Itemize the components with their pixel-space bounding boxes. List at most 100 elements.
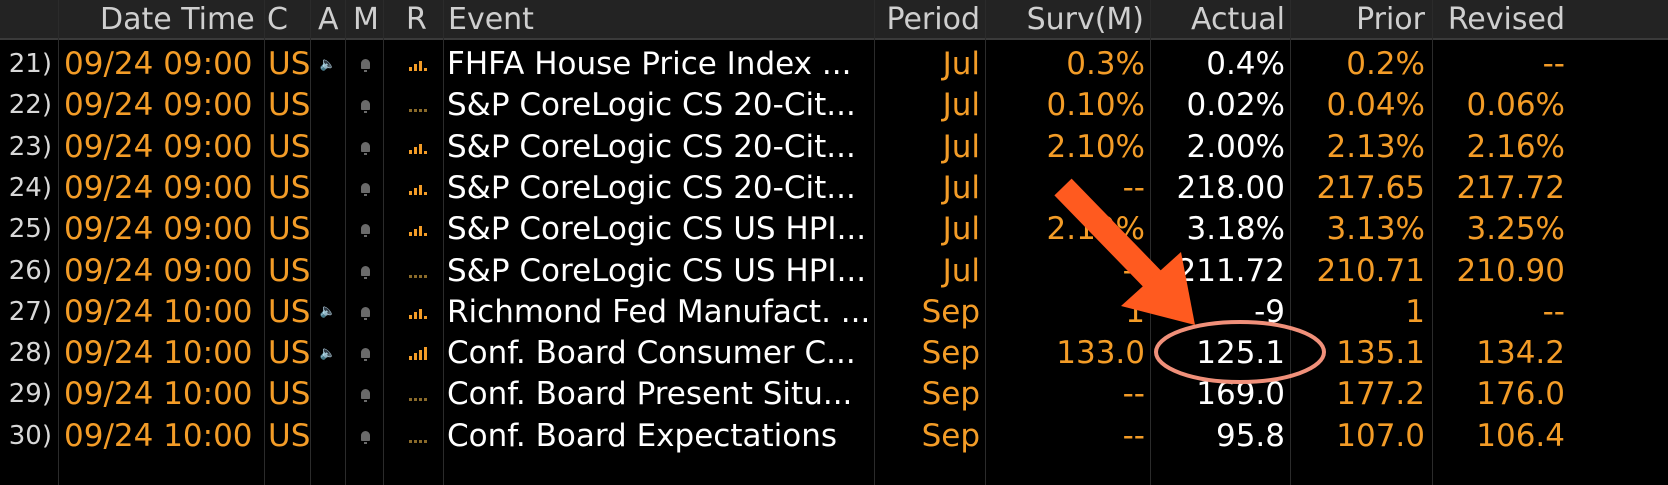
bell-icon[interactable] [351, 125, 379, 169]
header-period[interactable]: Period [886, 2, 980, 37]
row-index: 21) [8, 49, 52, 79]
bell-icon[interactable] [351, 372, 379, 416]
row-index: 29) [8, 379, 52, 410]
country-code: US [268, 87, 310, 124]
header-datetime[interactable]: Date Time [100, 2, 255, 37]
table-row[interactable]: 23) 09/24 09:00 US S&P CoreLogic CS 20-Cit.… [0, 125, 1668, 169]
prior-value: 135.1 [1336, 335, 1425, 372]
actual-value: 2.00% [1186, 128, 1285, 165]
relevance-bars-icon [396, 83, 440, 127]
survey-value: -- [1122, 169, 1145, 206]
event-period: Sep [921, 335, 980, 372]
event-name[interactable]: S&P CoreLogic CS 20-Cit... [447, 169, 856, 206]
country-code: US [268, 46, 310, 82]
bell-icon[interactable] [351, 290, 379, 334]
row-index: 26) [8, 255, 52, 286]
event-datetime: 09/24 09:00 [64, 87, 253, 124]
actual-value: 95.8 [1215, 417, 1285, 454]
header-alert[interactable]: M [353, 2, 379, 37]
header-prior[interactable]: Prior [1356, 2, 1425, 37]
event-datetime: 09/24 09:00 [64, 128, 253, 165]
bell-icon[interactable] [351, 166, 379, 210]
event-name[interactable]: Conf. Board Consumer C... [447, 335, 856, 372]
speaker-icon[interactable]: 🔈 [319, 304, 337, 320]
country-code: US [268, 376, 310, 413]
country-code: US [268, 417, 310, 454]
column-divider [310, 0, 311, 485]
country-code: US [268, 169, 310, 206]
prior-value: 1 [1405, 293, 1425, 330]
revised-value: 217.72 [1456, 169, 1565, 206]
event-name[interactable]: Richmond Fed Manufact. ... [447, 293, 871, 330]
table-row[interactable]: 28) 09/24 10:00 US Conf. Board Consumer C..… [0, 331, 1668, 375]
actual-value: 125.1 [1196, 335, 1285, 372]
event-name[interactable]: S&P CoreLogic CS 20-Cit... [447, 128, 856, 165]
prior-value: 107.0 [1336, 417, 1425, 454]
table-row[interactable]: 21) 09/24 09:00 US FHFA House Price Index .… [0, 42, 1668, 86]
header-relevance[interactable]: R [406, 2, 427, 37]
table-row[interactable]: 24) 09/24 09:00 US S&P CoreLogic CS 20-Cit.… [0, 166, 1668, 210]
table-row[interactable]: 29) 09/24 10:00 US Conf. Board Present Situ… [0, 372, 1668, 416]
speaker-icon[interactable]: 🔈 [319, 345, 337, 361]
column-divider [1432, 0, 1433, 485]
header-revised[interactable]: Revised [1447, 2, 1565, 37]
event-name[interactable]: Conf. Board Expectations [447, 417, 837, 454]
table-row[interactable]: 30) 09/24 10:00 US Conf. Board Expectations… [0, 414, 1668, 458]
row-index: 30) [8, 420, 52, 451]
header-audio[interactable]: A [318, 2, 339, 37]
speaker-icon[interactable]: 🔈 [319, 56, 337, 72]
table-row[interactable]: 22) 09/24 09:00 US S&P CoreLogic CS 20-Cit.… [0, 83, 1668, 127]
row-index: 24) [8, 172, 52, 203]
event-name[interactable]: S&P CoreLogic CS US HPI... [447, 252, 867, 289]
row-index: 28) [8, 338, 52, 369]
event-datetime: 09/24 10:00 [64, 376, 253, 413]
bell-icon[interactable] [351, 42, 379, 86]
event-period: Sep [921, 376, 980, 413]
actual-value: 0.02% [1186, 87, 1285, 124]
event-name[interactable]: S&P CoreLogic CS 20-Cit... [447, 87, 856, 124]
revised-value: 106.4 [1476, 417, 1565, 454]
event-period: Jul [942, 252, 980, 289]
column-divider [874, 0, 875, 485]
event-period: Jul [942, 211, 980, 248]
column-divider [985, 0, 986, 485]
survey-value: 0.3% [1066, 46, 1145, 82]
event-name[interactable]: FHFA House Price Index ... [447, 46, 852, 82]
event-datetime: 09/24 10:00 [64, 335, 253, 372]
actual-value: -9 [1254, 293, 1285, 330]
survey-value: -- [1122, 252, 1145, 289]
survey-value: -- [1122, 376, 1145, 413]
column-divider [58, 0, 59, 485]
header-actual[interactable]: Actual [1191, 2, 1285, 37]
event-datetime: 09/24 10:00 [64, 417, 253, 454]
survey-value: 2.10% [1046, 211, 1145, 248]
header-country[interactable]: C [267, 2, 288, 37]
country-code: US [268, 128, 310, 165]
header-survey[interactable]: Surv(M) [1026, 2, 1144, 37]
actual-value: 211.72 [1176, 252, 1285, 289]
row-index: 27) [8, 296, 52, 327]
bell-icon[interactable] [351, 83, 379, 127]
event-datetime: 09/24 09:00 [64, 252, 253, 289]
bell-icon[interactable] [351, 414, 379, 458]
row-index: 25) [8, 214, 52, 245]
event-datetime: 09/24 09:00 [64, 211, 253, 248]
header-event[interactable]: Event [448, 2, 534, 37]
event-datetime: 09/24 09:00 [64, 169, 253, 206]
relevance-bars-icon [396, 290, 440, 334]
relevance-bars-icon [396, 372, 440, 416]
column-divider [1290, 0, 1291, 485]
relevance-bars-icon [396, 125, 440, 169]
bell-icon[interactable] [351, 249, 379, 293]
event-name[interactable]: S&P CoreLogic CS US HPI... [447, 211, 867, 248]
bell-icon[interactable] [351, 331, 379, 375]
country-code: US [268, 293, 310, 330]
actual-value: 169.0 [1196, 376, 1285, 413]
event-datetime: 09/24 09:00 [64, 46, 253, 82]
table-row[interactable]: 27) 09/24 10:00 US Richmond Fed Manufact. .… [0, 290, 1668, 334]
table-row[interactable]: 25) 09/24 09:00 US S&P CoreLogic CS US HPI.… [0, 207, 1668, 251]
table-row[interactable]: 26) 09/24 09:00 US S&P CoreLogic CS US HPI.… [0, 249, 1668, 293]
survey-value: 1 [1125, 293, 1145, 330]
event-name[interactable]: Conf. Board Present Situ... [447, 376, 853, 413]
bell-icon[interactable] [351, 207, 379, 251]
